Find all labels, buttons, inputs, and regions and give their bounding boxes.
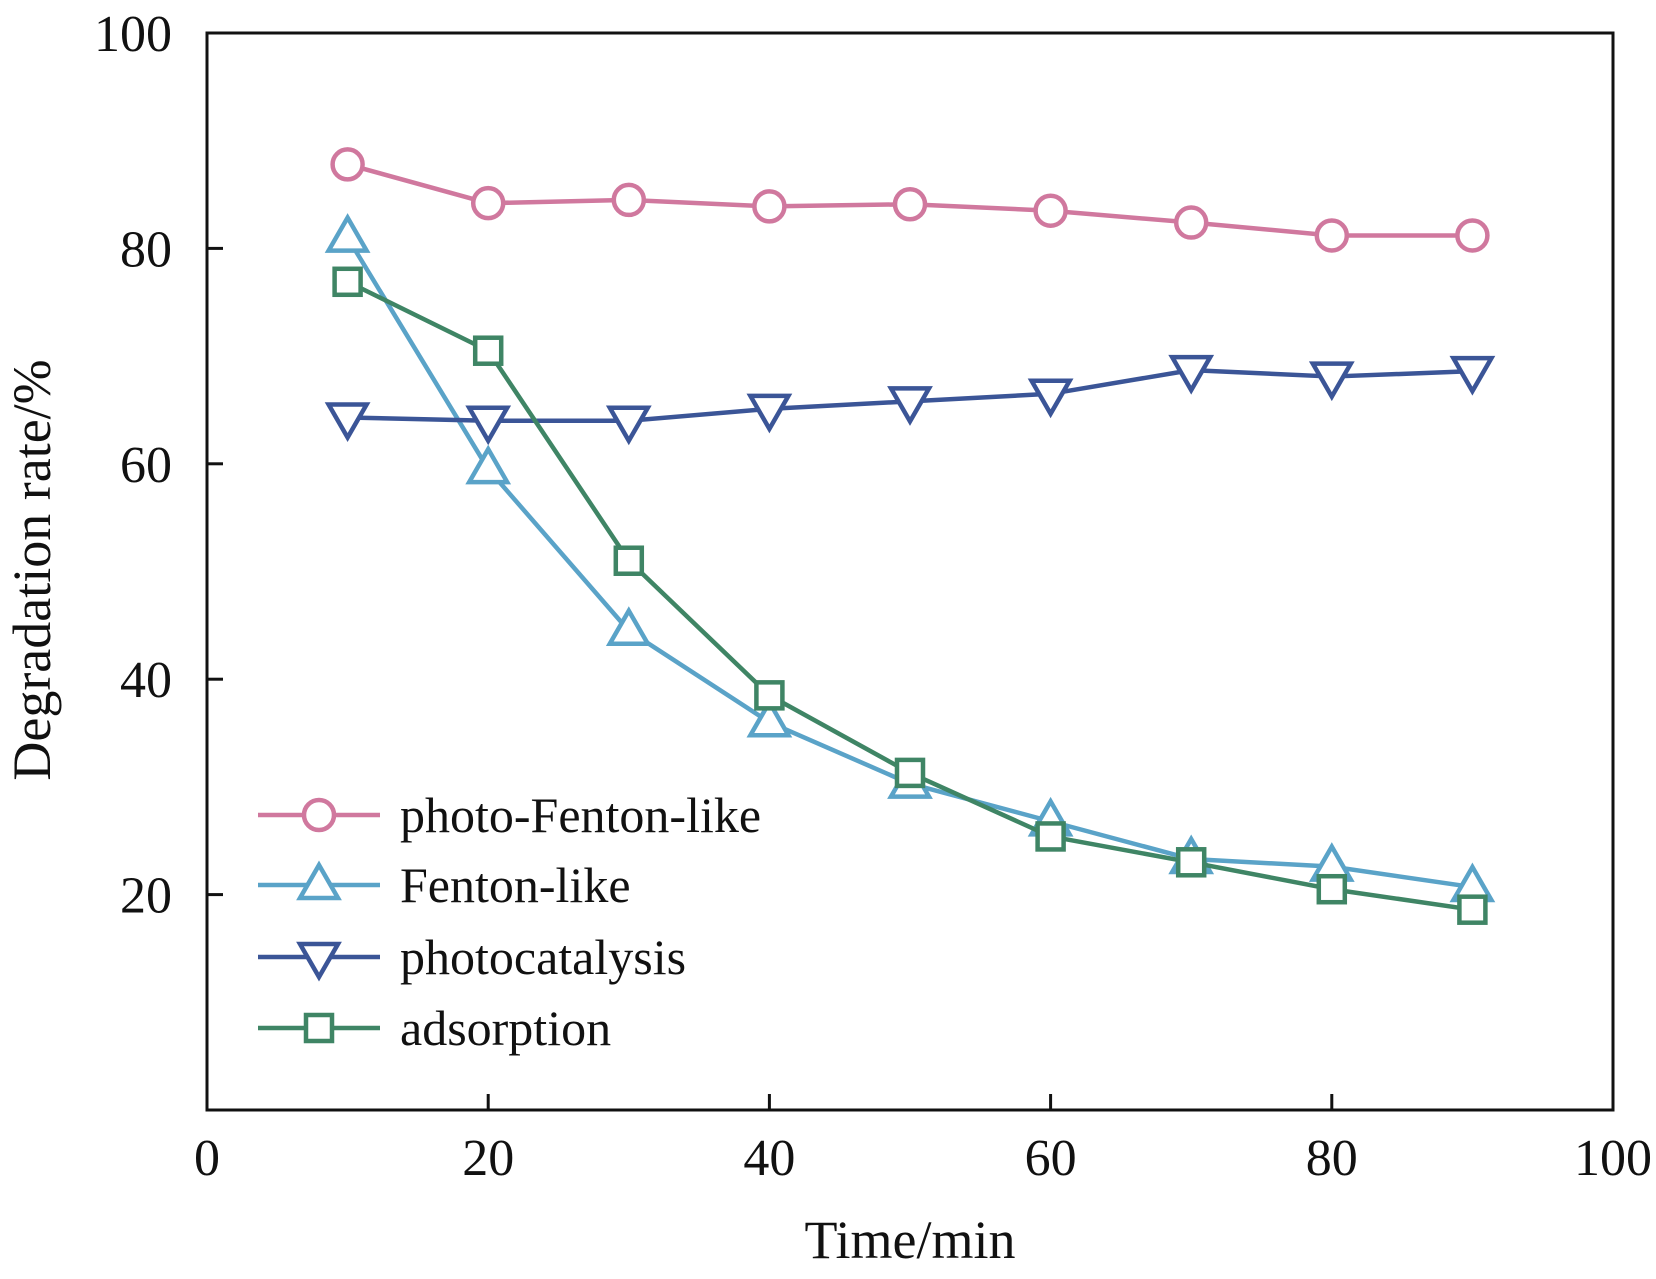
legend-item-adsorption: adsorption [258,1000,611,1056]
legend-item-Fenton-like: Fenton-like [258,857,631,913]
data-point [324,402,371,442]
data-point [324,213,371,253]
data-point [470,185,506,221]
data-point [611,182,647,218]
data-point [332,266,363,298]
legend-marker [296,860,342,901]
data-point [752,189,787,224]
data-point [746,393,793,434]
data-point [330,147,365,182]
series-photo-Fenton-like [330,147,1490,253]
data-point [1314,218,1350,253]
y-axis-label: Degradation rate/% [2,359,62,780]
legend: photo-Fenton-like Fenton-like photocatalys… [258,787,761,1056]
data-point [605,405,652,446]
legend-label: Fenton-like [400,857,631,913]
x-tick-label: 0 [194,1130,220,1187]
data-point [892,186,928,222]
legend-marker [303,1012,335,1044]
x-tick-label: 40 [743,1130,795,1187]
data-point [613,545,645,576]
data-point [465,444,512,485]
x-tick-label: 80 [1306,1130,1358,1187]
x-tick-label: 20 [462,1130,514,1187]
y-tick-label: 100 [94,6,172,63]
axis-ticks: 0 20 40 60 80 100 20 40 60 80 100 [94,6,1652,1187]
data-point [1449,355,1496,396]
data-point [465,405,512,446]
data-point [1035,821,1066,852]
series-layer [324,147,1496,925]
y-tick-label: 60 [120,437,172,494]
data-point [754,680,785,711]
data-point [1316,873,1348,905]
data-point [894,757,926,789]
legend-label: photocatalysis [400,929,686,985]
legend-item-photo-Fenton-like: photo-Fenton-like [258,787,761,843]
data-point [1455,218,1490,253]
data-point [1173,205,1209,240]
data-point [1175,847,1207,878]
x-axis-label: Time/min [804,1210,1015,1270]
data-point [746,697,793,738]
series-adsorption [332,266,1488,925]
data-point [605,606,652,646]
x-tick-label: 100 [1574,1130,1652,1187]
plot-frame [205,31,1615,1112]
legend-marker [301,797,337,833]
data-point [1168,354,1215,395]
legend-marker [296,941,342,982]
x-tick-label: 60 [1025,1130,1077,1187]
y-tick-label: 80 [120,221,172,278]
y-tick-label: 20 [120,868,172,925]
data-point [887,386,933,426]
data-point [472,335,504,366]
legend-item-photocatalysis: photocatalysis [258,929,686,985]
data-point [1027,378,1074,419]
data-point [1457,894,1488,925]
legend-label: photo-Fenton-like [400,787,761,843]
data-point [1033,193,1068,228]
legend-label: adsorption [400,1000,611,1056]
data-point [1308,361,1355,402]
y-tick-label: 40 [120,652,172,709]
